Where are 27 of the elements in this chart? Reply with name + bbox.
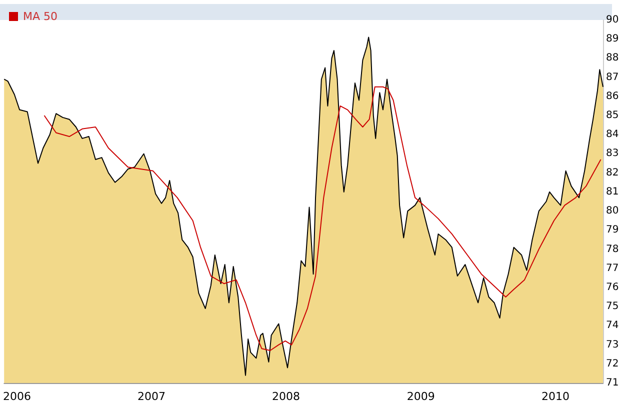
y-tick-label: 72	[606, 358, 619, 370]
y-tick-label: 75	[606, 301, 619, 312]
y-tick-label: 77	[606, 262, 619, 274]
line-series	[44, 86, 602, 352]
x-tick-label: 2006	[2, 390, 31, 403]
y-tick-label: 76	[606, 282, 619, 293]
y-tick-label: 73	[606, 339, 619, 350]
x-tick-label: 2008	[272, 390, 300, 403]
y-tick-label: 85	[606, 110, 619, 122]
y-tick-label: 86	[606, 90, 619, 102]
y-tick-label: 78	[606, 244, 619, 255]
y-tick-label: 82	[606, 167, 619, 178]
x-tick-label: 2007	[138, 390, 166, 403]
y-tick-label: 79	[606, 224, 619, 236]
y-tick-label: 71	[606, 378, 619, 388]
y-tick-label: 87	[606, 72, 619, 83]
y-tick-label: 90	[606, 14, 619, 26]
y-tick-label: 88	[606, 52, 619, 64]
x-tick-label: 2009	[406, 390, 435, 403]
y-tick-label: 84	[606, 129, 619, 140]
y-tick-label: 89	[606, 34, 619, 45]
y-tick-label: 83	[606, 148, 619, 160]
y-tick-label: 80	[606, 206, 619, 217]
legend-label: MA 50	[23, 10, 58, 23]
y-tick-label: 81	[606, 186, 619, 198]
x-tick-label: 2010	[541, 390, 570, 403]
y-tick-label: 74	[606, 320, 619, 332]
